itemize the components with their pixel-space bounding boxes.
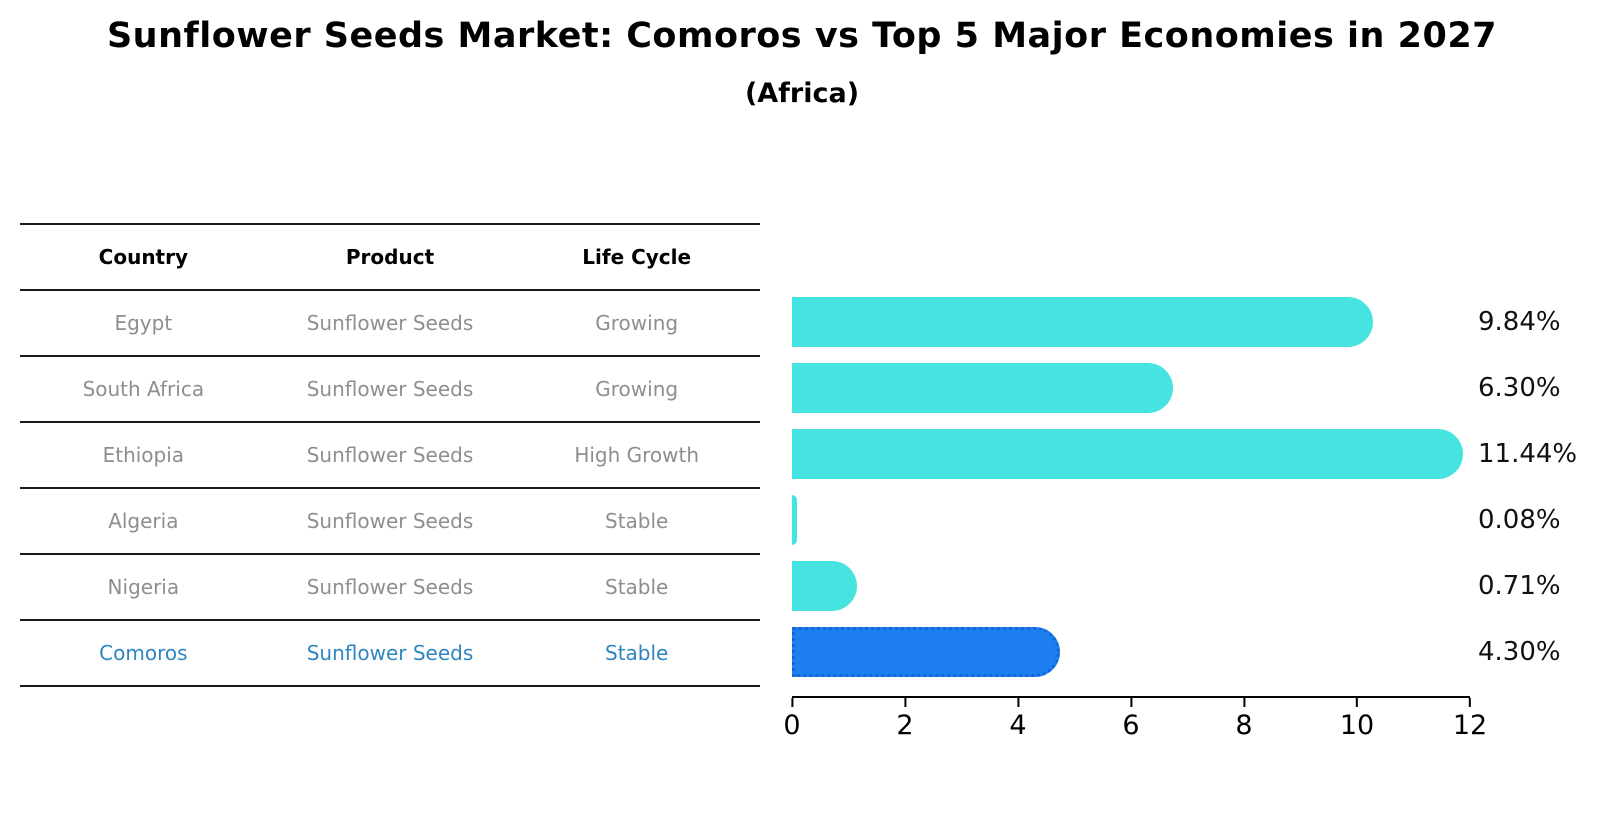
value-row: 9.84% bbox=[1478, 289, 1604, 355]
product-cell: Sunflower Seeds bbox=[306, 443, 474, 467]
page-title: Sunflower Seeds Market: Comoros vs Top 5… bbox=[106, 16, 1498, 56]
value-row: 6.30% bbox=[1478, 355, 1604, 421]
value-row: 0.71% bbox=[1478, 553, 1604, 619]
lifecycle-cell: Growing bbox=[595, 311, 679, 335]
bar-chart bbox=[792, 289, 1470, 685]
lifecycle-cell: High Growth bbox=[574, 443, 700, 467]
x-tick: 12 bbox=[1453, 698, 1487, 741]
page-subtitle: (Africa) bbox=[744, 78, 860, 109]
x-tick-mark bbox=[1243, 698, 1245, 707]
product-cell: Sunflower Seeds bbox=[306, 509, 474, 533]
x-tick: 6 bbox=[1122, 698, 1140, 741]
value-label-egypt: 9.84% bbox=[1478, 307, 1561, 337]
table-row-algeria: Algeria Sunflower Seeds Stable bbox=[20, 489, 760, 555]
bar-nigeria bbox=[792, 561, 858, 611]
bar-ethiopia bbox=[792, 429, 1464, 479]
x-tick-mark bbox=[904, 698, 906, 707]
bar-row-egypt bbox=[792, 289, 1470, 355]
x-tick-mark bbox=[1017, 698, 1019, 707]
product-cell: Sunflower Seeds bbox=[306, 641, 474, 665]
x-tick: 0 bbox=[783, 698, 801, 741]
value-label-south-africa: 6.30% bbox=[1478, 373, 1561, 403]
x-tick-mark bbox=[1468, 698, 1471, 707]
x-tick-label: 12 bbox=[1452, 710, 1488, 741]
value-label-ethiopia: 11.44% bbox=[1478, 439, 1578, 469]
lifecycle-cell: Growing bbox=[595, 377, 679, 401]
x-axis-ticks: 0 2 4 6 8 10 12 bbox=[783, 698, 1487, 758]
lifecycle-cell: Stable bbox=[605, 509, 669, 533]
country-cell: Algeria bbox=[108, 509, 179, 533]
table-row-comoros: Comoros Sunflower Seeds Stable bbox=[20, 621, 760, 687]
x-tick-mark bbox=[1130, 698, 1132, 707]
country-cell: Egypt bbox=[114, 311, 173, 335]
x-tick-label: 10 bbox=[1339, 710, 1375, 741]
table-row-nigeria: Nigeria Sunflower Seeds Stable bbox=[20, 555, 760, 621]
bar-south-africa bbox=[792, 363, 1173, 413]
x-tick-label: 4 bbox=[1009, 710, 1027, 741]
bar-row-nigeria bbox=[792, 553, 1470, 619]
bar-egypt bbox=[792, 297, 1373, 347]
x-tick: 10 bbox=[1340, 698, 1374, 741]
column-header-country: Country bbox=[98, 245, 189, 269]
table-header-row: Country Product Life Cycle bbox=[20, 225, 760, 291]
table-row-egypt: Egypt Sunflower Seeds Growing bbox=[20, 291, 760, 357]
x-tick-label: 8 bbox=[1235, 710, 1253, 741]
value-row: 0.08% bbox=[1478, 487, 1604, 553]
bar-algeria bbox=[792, 495, 797, 545]
country-cell: Comoros bbox=[99, 641, 188, 665]
x-tick: 2 bbox=[896, 698, 914, 741]
bar-row-algeria bbox=[792, 487, 1470, 553]
x-tick-mark bbox=[1355, 698, 1358, 707]
table-row-south-africa: South Africa Sunflower Seeds Growing bbox=[20, 357, 760, 423]
value-label-algeria: 0.08% bbox=[1478, 505, 1561, 535]
bar-row-ethiopia bbox=[792, 421, 1470, 487]
x-tick-label: 2 bbox=[896, 710, 914, 741]
value-label-comoros: 4.30% bbox=[1478, 637, 1561, 667]
x-tick: 8 bbox=[1235, 698, 1253, 741]
product-cell: Sunflower Seeds bbox=[306, 377, 474, 401]
bar-row-comoros bbox=[792, 619, 1470, 685]
product-cell: Sunflower Seeds bbox=[306, 311, 474, 335]
product-cell: Sunflower Seeds bbox=[306, 575, 474, 599]
value-row: 11.44% bbox=[1478, 421, 1604, 487]
x-tick: 4 bbox=[1009, 698, 1027, 741]
column-header-lifecycle: Life Cycle bbox=[582, 245, 692, 269]
country-cell: Ethiopia bbox=[102, 443, 185, 467]
x-tick-label: 0 bbox=[783, 710, 801, 741]
table-row-ethiopia: Ethiopia Sunflower Seeds High Growth bbox=[20, 423, 760, 489]
x-axis-line bbox=[792, 696, 1470, 698]
x-tick-label: 6 bbox=[1122, 710, 1140, 741]
lifecycle-cell: Stable bbox=[605, 575, 669, 599]
bar-comoros bbox=[792, 627, 1060, 677]
x-tick-mark bbox=[791, 698, 793, 707]
country-cell: South Africa bbox=[82, 377, 205, 401]
column-header-product: Product bbox=[345, 245, 435, 269]
value-label-nigeria: 0.71% bbox=[1478, 571, 1561, 601]
value-labels: 9.84% 6.30% 11.44% 0.08% 0.71% 4.30% bbox=[1478, 289, 1604, 685]
country-cell: Nigeria bbox=[107, 575, 180, 599]
value-row: 4.30% bbox=[1478, 619, 1604, 685]
bar-row-south-africa bbox=[792, 355, 1470, 421]
data-table: Country Product Life Cycle Egypt Sunflow… bbox=[20, 223, 760, 687]
lifecycle-cell: Stable bbox=[605, 641, 669, 665]
